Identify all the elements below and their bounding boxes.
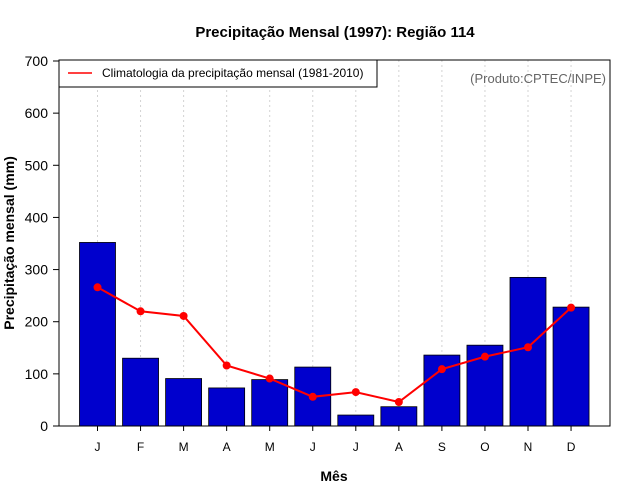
x-tick-label: N: [524, 440, 533, 454]
climatology-point: [394, 398, 403, 407]
y-tick-label: 700: [25, 53, 49, 69]
climatology-point: [351, 388, 360, 397]
x-tick-label: D: [567, 440, 576, 454]
x-tick-label: M: [179, 440, 189, 454]
bar: [552, 306, 590, 427]
x-tick-label: M: [265, 440, 275, 454]
bar: [509, 276, 547, 427]
y-tick-label: 300: [25, 262, 49, 278]
x-axis-label: Mês: [320, 468, 347, 484]
x-tick-label: J: [95, 440, 101, 454]
bar: [165, 378, 203, 427]
x-tick-label: S: [438, 440, 446, 454]
legend: Climatologia da precipitação mensal (198…: [58, 59, 378, 88]
y-tick-label: 500: [25, 157, 49, 173]
x-tick-label: F: [137, 440, 144, 454]
bar: [122, 357, 159, 427]
climatology-point: [524, 343, 532, 352]
y-axis: 0 100 200 300 400 500 600 700: [25, 53, 59, 434]
legend-box: [58, 59, 378, 88]
legend-entry: Climatologia da precipitação mensal (198…: [102, 66, 363, 80]
credit-annotation: (Produto:CPTEC/INPE): [470, 71, 606, 86]
line-layer: [93, 283, 576, 407]
bar: [251, 379, 289, 427]
x-tick-label: A: [395, 440, 403, 454]
y-tick-label: 0: [40, 418, 48, 434]
x-tick-label: O: [480, 440, 489, 454]
x-tick-label: J: [353, 440, 359, 454]
climatology-point: [222, 361, 231, 370]
bar: [337, 414, 375, 427]
climatology-point: [265, 374, 274, 383]
climatology-line: [97, 286, 572, 404]
bar: [208, 387, 246, 427]
y-axis-label: Precipitação mensal (mm): [1, 156, 17, 330]
climatology-point: [480, 352, 489, 361]
chart-title: Precipitação Mensal (1997): Região 114: [195, 24, 475, 41]
climatology-point: [567, 303, 576, 312]
bar-layer: [79, 242, 590, 427]
y-tick-label: 200: [25, 314, 49, 330]
climatology-point: [136, 307, 145, 316]
climatology-point: [93, 283, 102, 292]
x-tick-label: J: [310, 440, 316, 454]
y-tick-label: 100: [25, 366, 49, 382]
y-tick-label: 600: [25, 105, 49, 121]
bar: [380, 406, 418, 427]
y-tick-label: 400: [25, 209, 49, 225]
climatology-point: [179, 311, 188, 320]
x-tick-label: A: [223, 440, 231, 454]
bar: [79, 242, 116, 427]
climatology-point: [308, 392, 317, 401]
climatology-point: [437, 365, 446, 374]
